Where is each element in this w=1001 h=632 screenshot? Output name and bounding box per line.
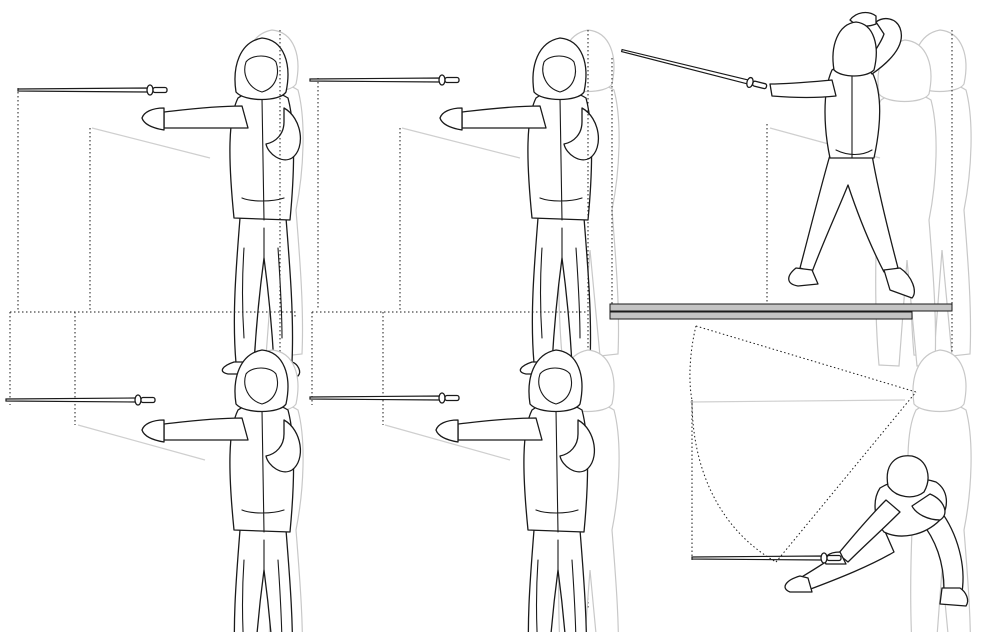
fencer [439, 37, 600, 377]
fencer [435, 349, 596, 632]
weapon [691, 552, 842, 564]
fencer [784, 455, 969, 607]
panel-6 [689, 325, 972, 632]
guide-lines [611, 30, 953, 610]
guide-lines [689, 325, 917, 563]
panel-1 [9, 29, 304, 625]
panel-3 [609, 11, 972, 610]
guide-lines [9, 30, 296, 625]
guide-lines [311, 30, 589, 610]
ghost-blade [77, 424, 206, 461]
weapon [309, 74, 460, 86]
panel-4 [5, 349, 304, 632]
panel-5 [309, 349, 620, 632]
fencer [769, 11, 915, 299]
fencer [141, 349, 302, 632]
panel-2 [309, 29, 620, 610]
ghost-blade [384, 424, 511, 461]
ghost-blade [91, 127, 211, 159]
weapon [620, 45, 769, 93]
weapon [5, 394, 156, 406]
ghost-blade [689, 399, 906, 403]
ghost-blade [401, 127, 521, 159]
weapon [17, 84, 168, 96]
weapon [309, 392, 460, 404]
floor-bar-upper [609, 303, 953, 312]
floor-bar-lower [609, 311, 913, 320]
